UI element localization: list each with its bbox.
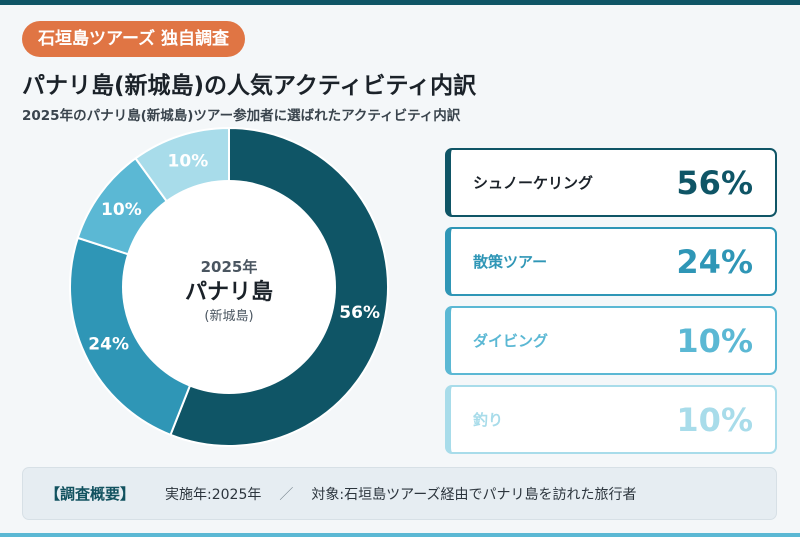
page-subtitle: 2025年のパナリ島(新城島)ツアー参加者に選ばれたアクティビティ内訳 [22,108,461,124]
legend-card-label: ダイビング [473,332,549,350]
summary-heading: 【調査概要】 [45,485,136,503]
legend-card: シュノーケリング 56% [445,148,777,217]
legend-card-label: シュノーケリング [473,174,594,192]
survey-summary: 【調査概要】 実施年:2025年 ／ 対象:石垣島ツアーズ経由でパナリ島を訪れた… [22,467,777,520]
summary-separator: ／ [279,486,294,503]
bottom-accent-bar [0,533,800,537]
legend-card: 釣り 10% [445,385,777,454]
center-island-name: パナリ島 [185,279,273,305]
legend-card-label: 散策ツアー [473,253,548,271]
center-year: 2025年 [201,258,258,276]
slice-value-label: 10% [168,152,209,172]
legend-card: 散策ツアー 24% [445,227,777,296]
legend-card-value: 56% [676,163,753,202]
legend-card-label: 釣り [473,411,504,429]
page-title: パナリ島(新城島)の人気アクティビティ内訳 [22,73,477,99]
legend-card-value: 24% [676,242,753,281]
donut-hole [122,180,336,394]
donut-chart: 2025年 パナリ島 (新城島) 56% 24% 10% 10% [69,126,389,447]
center-island-subname: (新城島) [204,308,253,324]
slice-value-label: 10% [101,200,142,220]
legend-card: ダイビング 10% [445,306,777,375]
legend-card-value: 10% [676,400,753,439]
summary-year: 実施年:2025年 [165,486,262,503]
top-accent-bar [0,0,800,5]
summary-target: 対象:石垣島ツアーズ経由でパナリ島を訪れた旅行者 [311,486,637,503]
legend-card-value: 10% [676,321,753,360]
slice-value-label: 56% [339,303,380,323]
legend-cards: シュノーケリング 56% 散策ツアー 24% ダイビング 10% 釣り 10% [445,148,777,464]
survey-badge: 石垣島ツアーズ 独自調査 [22,21,246,57]
slice-value-label: 24% [88,335,129,355]
